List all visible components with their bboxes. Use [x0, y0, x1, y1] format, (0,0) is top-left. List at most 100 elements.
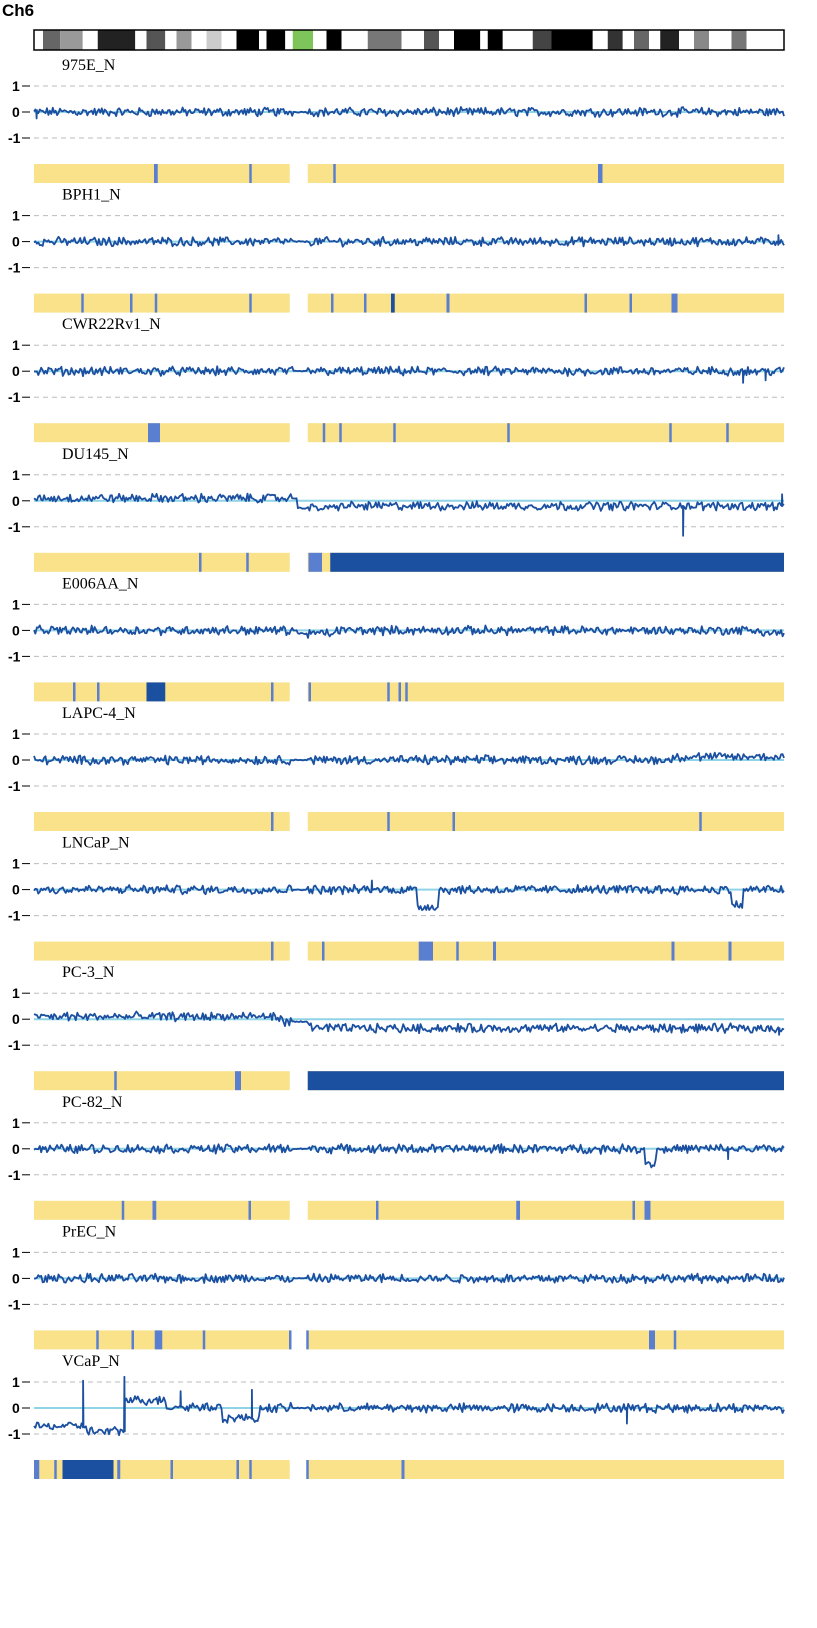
- segment-mark: [246, 552, 249, 572]
- sample-title: BPH1_N: [62, 187, 121, 204]
- ideogram-band: [82, 30, 98, 50]
- segment-mark: [289, 1330, 292, 1350]
- ideogram-band: [367, 30, 402, 50]
- y-tick-label: 1: [12, 726, 20, 742]
- ideogram-band: [709, 30, 732, 50]
- segment-mark: [584, 293, 587, 313]
- y-tick-label: 0: [12, 882, 20, 898]
- segment-mark: [62, 1460, 114, 1479]
- chromosome-ideogram: [33, 29, 785, 51]
- ideogram-band: [191, 30, 207, 50]
- segment-bar-parm: [34, 164, 290, 183]
- y-tick-label: 0: [12, 1400, 20, 1416]
- segment-mark: [249, 1460, 252, 1479]
- copy-number-trace: [33, 879, 785, 911]
- segment-mark: [154, 1330, 163, 1350]
- ideogram-band: [43, 30, 61, 50]
- y-tick-label: 0: [12, 493, 20, 509]
- ideogram-band: [326, 30, 342, 50]
- ideogram-band: [146, 30, 166, 50]
- y-tick-label: 0: [12, 1270, 20, 1286]
- segment-mark: [114, 1071, 117, 1091]
- segment-mark: [728, 941, 732, 961]
- segment-mark: [398, 682, 401, 702]
- sample-title: E006AA_N: [62, 575, 139, 592]
- segment-mark: [170, 1460, 173, 1479]
- y-tick-label: -1: [8, 1426, 21, 1442]
- y-tick-label: 0: [12, 234, 20, 250]
- ideogram-band: [135, 30, 147, 50]
- segment-mark: [671, 293, 678, 313]
- sample-title: LAPC-4_N: [62, 705, 136, 722]
- sample-panel: LAPC-4_N 1 0 -1: [8, 705, 785, 831]
- segment-mark: [148, 423, 160, 443]
- ideogram-band: [60, 30, 83, 50]
- segment-mark: [339, 423, 342, 443]
- copy-number-trace: [33, 1375, 785, 1437]
- sample-title: CWR22Rv1_N: [62, 316, 161, 333]
- segment-mark: [199, 552, 202, 572]
- sample-panel: LNCaP_N 1 0 -1: [8, 835, 785, 961]
- segment-bar-parm: [34, 1200, 290, 1220]
- y-tick-label: 1: [12, 78, 20, 94]
- segment-mark: [121, 1200, 125, 1220]
- ideogram-band: [731, 30, 747, 50]
- y-tick-label: 1: [12, 208, 20, 224]
- segment-mark: [452, 812, 455, 831]
- ideogram-band: [424, 30, 439, 50]
- segment-mark: [146, 682, 166, 702]
- ideogram-band: [746, 30, 784, 50]
- segment-mark: [306, 1460, 309, 1479]
- ideogram-band: [266, 30, 286, 50]
- segment-mark: [152, 1200, 157, 1220]
- sample-panel: VCaP_N 1 0 -1: [8, 1353, 785, 1479]
- y-tick-label: 0: [12, 752, 20, 768]
- ideogram-band: [480, 30, 488, 50]
- segment-mark: [446, 293, 450, 313]
- segment-mark: [649, 1330, 655, 1350]
- y-tick-label: -1: [8, 908, 21, 924]
- ideogram-band: [34, 30, 43, 50]
- ideogram-band: [292, 30, 313, 50]
- ideogram-band: [679, 30, 694, 50]
- y-tick-label: 1: [12, 1374, 20, 1390]
- ideogram-band: [694, 30, 709, 50]
- segment-mark: [271, 941, 274, 961]
- sample-panel: CWR22Rv1_N 1 0 -1: [8, 316, 785, 443]
- segment-mark: [249, 164, 252, 183]
- segment-mark: [331, 293, 334, 313]
- segment-mark: [376, 1200, 379, 1220]
- y-tick-label: -1: [8, 519, 21, 535]
- segment-mark: [322, 423, 326, 443]
- y-tick-label: 1: [12, 1244, 20, 1260]
- ideogram-band: [401, 30, 424, 50]
- segment-mark: [97, 682, 100, 702]
- ideogram-band: [259, 30, 267, 50]
- copy-number-trace: [33, 106, 785, 120]
- segment-mark: [81, 293, 84, 313]
- segment-bar-parm: [34, 552, 290, 572]
- segment-mark: [307, 1071, 784, 1091]
- segment-mark: [391, 293, 395, 313]
- segment-mark: [322, 941, 325, 961]
- sample-title: DU145_N: [62, 446, 129, 463]
- segment-mark: [306, 1330, 309, 1350]
- ideogram-band: [313, 30, 327, 50]
- segment-bar-qarm: [307, 1200, 784, 1220]
- copy-number-trace: [33, 492, 785, 537]
- segment-bar-qarm: [307, 1460, 784, 1479]
- sample-panel: PC-3_N 1 0 -1: [8, 964, 785, 1091]
- y-tick-label: -1: [8, 778, 21, 794]
- ideogram-band: [634, 30, 649, 50]
- chromosome-title: Ch6: [2, 1, 34, 20]
- copy-number-trace: [33, 624, 785, 639]
- segment-mark: [333, 164, 336, 183]
- segment-mark: [456, 941, 459, 961]
- ideogram-band: [551, 30, 593, 50]
- copy-number-trace: [33, 365, 785, 384]
- y-tick-label: -1: [8, 648, 21, 664]
- segment-mark: [248, 1200, 251, 1220]
- segment-mark: [117, 1460, 121, 1479]
- ideogram-band: [454, 30, 481, 50]
- ideogram-band: [502, 30, 533, 50]
